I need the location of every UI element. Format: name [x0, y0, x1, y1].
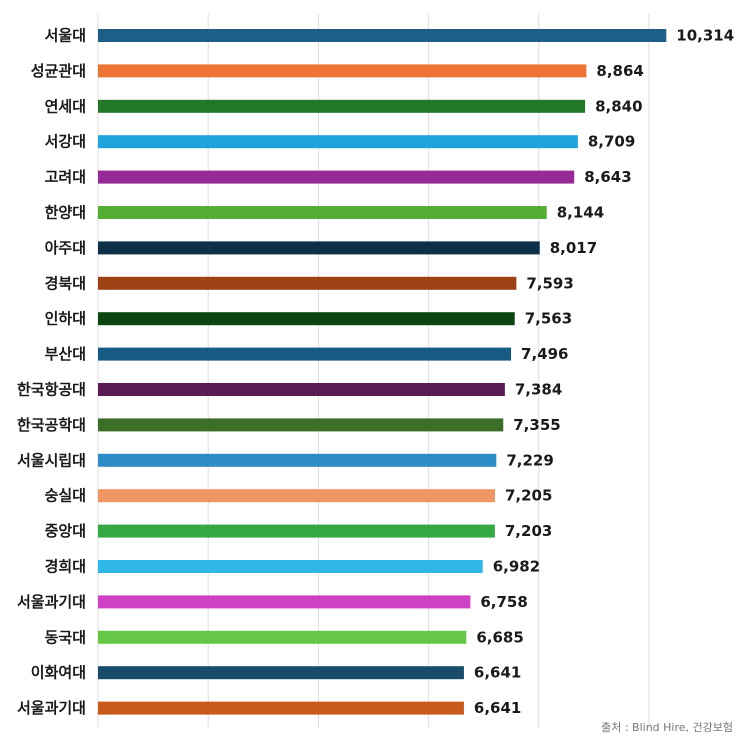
value-label: 7,496 [521, 345, 568, 363]
bar [98, 418, 504, 432]
value-label: 7,355 [513, 416, 560, 434]
bar [98, 29, 667, 42]
value-label: 10,314 [676, 27, 734, 45]
bar [98, 241, 540, 255]
value-label: 8,709 [588, 133, 635, 151]
category-label: 인하대 [45, 310, 86, 328]
bar [98, 630, 467, 644]
category-label: 고려대 [45, 168, 86, 186]
category-label: 한양대 [45, 204, 86, 222]
value-label: 7,205 [505, 487, 552, 505]
category-label: 경희대 [45, 558, 86, 576]
category-label: 한국공학대 [17, 416, 86, 434]
value-label: 7,229 [506, 451, 553, 469]
bar [98, 206, 547, 219]
value-label: 8,840 [595, 97, 642, 115]
value-label: 7,563 [525, 310, 572, 328]
bar [98, 595, 471, 609]
value-label: 8,643 [584, 168, 631, 186]
bar [98, 489, 495, 503]
category-label: 중앙대 [45, 522, 86, 540]
value-label: 8,017 [550, 239, 597, 257]
category-label: 이화여대 [31, 664, 86, 682]
category-label: 연세대 [45, 97, 86, 115]
gridlines [97, 14, 650, 728]
value-label: 7,384 [515, 381, 562, 399]
bar [98, 560, 483, 573]
value-label: 6,982 [493, 558, 540, 576]
bar [98, 524, 495, 538]
bar [98, 99, 586, 113]
source-note: 출처 : Blind Hire, 건강보험 [601, 721, 733, 734]
bar [98, 347, 512, 361]
bar [98, 170, 575, 184]
bar [98, 276, 517, 290]
category-label: 서울시립대 [17, 451, 86, 469]
category-label: 한국항공대 [17, 381, 86, 399]
category-labels: 서울대성균관대연세대서강대고려대한양대아주대경북대인하대부산대한국항공대한국공학… [17, 27, 86, 718]
value-label: 6,641 [474, 699, 521, 717]
category-label: 아주대 [45, 239, 86, 257]
bar [98, 453, 497, 467]
value-label: 6,641 [474, 664, 521, 682]
value-label: 7,593 [526, 274, 573, 292]
category-label: 동국대 [45, 628, 86, 646]
value-label: 6,758 [480, 593, 527, 611]
value-label: 6,685 [476, 628, 523, 646]
value-label: 7,203 [505, 522, 552, 540]
category-label: 경북대 [45, 274, 86, 292]
bar [98, 312, 515, 326]
bars [98, 29, 667, 715]
value-label: 8,144 [557, 204, 604, 222]
bar [98, 135, 578, 149]
bar [98, 666, 464, 680]
category-label: 서울과기대 [17, 699, 86, 717]
bar [98, 383, 505, 396]
category-label: 서울과기대 [17, 593, 86, 611]
bar [98, 64, 587, 78]
category-label: 성균관대 [31, 62, 86, 80]
bar [98, 701, 464, 715]
value-label: 8,864 [596, 62, 643, 80]
category-label: 서강대 [45, 133, 86, 151]
value-labels: 10,314 8,864 8,840 8,709 8,643 8,144 8,017 7,59… [474, 27, 734, 718]
category-label: 부산대 [45, 345, 86, 363]
category-label: 숭실대 [45, 487, 86, 505]
category-label: 서울대 [45, 27, 86, 45]
